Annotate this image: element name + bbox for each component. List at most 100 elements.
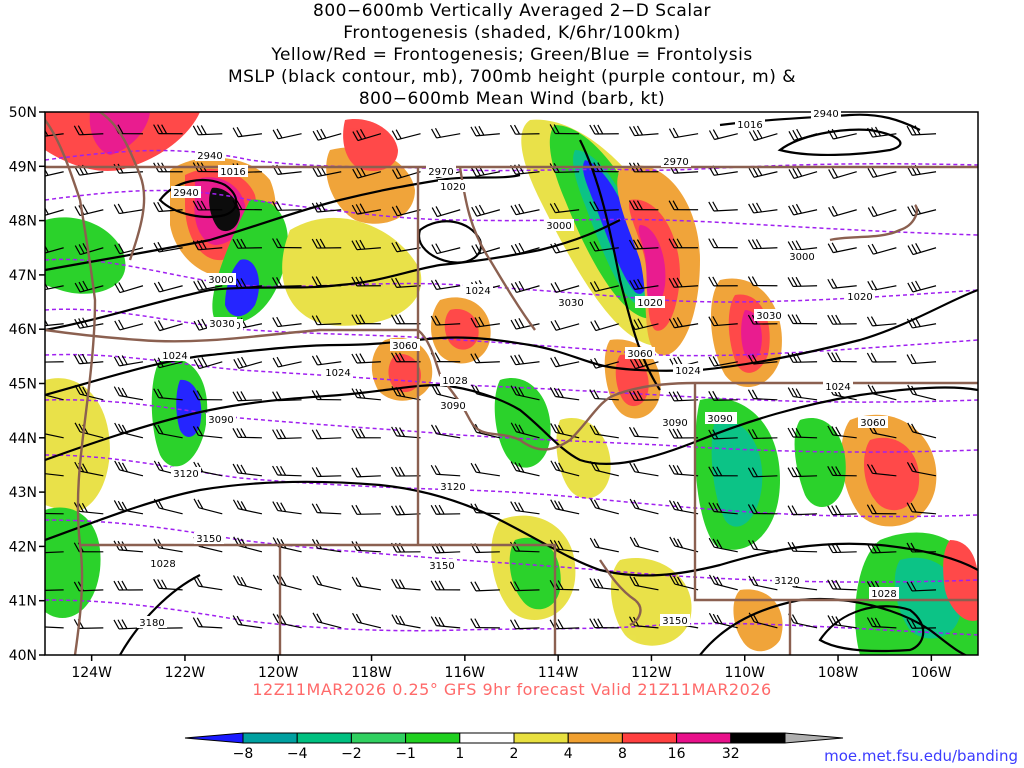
wind-barb bbox=[430, 464, 461, 477]
wind-barb bbox=[589, 124, 619, 135]
wind-barb bbox=[311, 355, 342, 366]
credit-link[interactable]: moe.met.fsu.edu/banding bbox=[824, 747, 1018, 765]
wind-barb bbox=[827, 352, 857, 363]
wind-barb bbox=[193, 279, 223, 291]
colorbar-segment bbox=[730, 732, 786, 744]
wind-barb bbox=[232, 126, 262, 138]
wind-barb bbox=[352, 128, 382, 142]
wind-barb bbox=[867, 167, 897, 178]
wind-barb bbox=[193, 357, 223, 370]
svg-text:3120: 3120 bbox=[173, 469, 198, 480]
svg-text:1024: 1024 bbox=[675, 366, 700, 377]
colorbar-segment bbox=[296, 732, 352, 744]
wind-barb bbox=[628, 426, 659, 439]
wind-barb bbox=[787, 427, 818, 439]
wind-barb bbox=[391, 578, 421, 591]
wind-barb bbox=[668, 127, 699, 139]
title-line-1: 800−600mb Vertically Averaged 2−D Scalar bbox=[313, 1, 711, 21]
wind-barb bbox=[828, 205, 857, 217]
lat-tick-label: 43N bbox=[9, 485, 37, 501]
shade-teal-wy bbox=[711, 419, 763, 527]
wind-barb bbox=[867, 206, 897, 218]
lon-tick-label: 124W bbox=[71, 665, 112, 681]
wind-barb bbox=[668, 317, 699, 329]
wind-barb bbox=[827, 425, 857, 439]
wind-barb bbox=[45, 473, 64, 477]
wind-barb bbox=[590, 320, 619, 332]
wind-barb bbox=[708, 238, 738, 249]
wind-barb bbox=[510, 422, 540, 439]
wind-barb bbox=[45, 244, 64, 254]
wind-barb bbox=[193, 576, 223, 591]
wind-barb bbox=[391, 352, 421, 363]
mslp-contour-label: 1024 bbox=[823, 380, 853, 393]
wind-barb bbox=[866, 504, 897, 515]
wind-barb bbox=[787, 505, 818, 516]
wind-barb bbox=[113, 355, 144, 367]
shade-red-or bbox=[388, 354, 421, 393]
wind-barb bbox=[788, 166, 818, 179]
svg-text:3060: 3060 bbox=[627, 349, 652, 360]
wind-barb bbox=[787, 352, 818, 363]
wind-barb bbox=[154, 320, 183, 332]
svg-text:3000: 3000 bbox=[789, 252, 814, 263]
height-contour-label: 2970 bbox=[661, 155, 691, 168]
wind-barb bbox=[787, 387, 818, 401]
wind-barb bbox=[866, 543, 897, 554]
height-contour-label: 3120 bbox=[772, 574, 802, 587]
wind-barb bbox=[351, 576, 381, 591]
wind-barb bbox=[708, 574, 738, 591]
svg-text:3030: 3030 bbox=[209, 319, 234, 330]
wind-barb bbox=[906, 462, 937, 477]
colorbar-label: 1 bbox=[455, 746, 464, 762]
colorbar-segment bbox=[621, 732, 678, 744]
mslp-contour-label: 1020 bbox=[635, 296, 665, 309]
wind-barb bbox=[430, 279, 461, 291]
colorbar-label: 32 bbox=[722, 746, 740, 762]
colorbar-segment bbox=[567, 732, 623, 744]
wind-barb bbox=[788, 128, 818, 141]
wind-barb bbox=[351, 276, 381, 287]
wind-barb bbox=[351, 428, 381, 439]
wind-barb bbox=[906, 618, 937, 629]
lon-tick-label: 120W bbox=[258, 665, 299, 681]
wind-barb bbox=[827, 615, 857, 629]
wind-barb bbox=[590, 498, 619, 515]
wind-barb bbox=[272, 501, 302, 515]
wind-barb bbox=[392, 168, 421, 180]
shade-green-id bbox=[494, 378, 551, 468]
wind-barb bbox=[272, 277, 302, 288]
wind-barb bbox=[708, 429, 738, 440]
mslp-contour-label: 1020 bbox=[845, 290, 875, 303]
wind-barb bbox=[45, 361, 64, 363]
wind-barb bbox=[629, 462, 659, 477]
wind-barb bbox=[192, 617, 223, 629]
wind-barb bbox=[629, 576, 659, 591]
colorbar-label: 2 bbox=[510, 746, 519, 762]
svg-text:3000: 3000 bbox=[208, 275, 233, 286]
wind-barb bbox=[708, 466, 738, 477]
wind-barb bbox=[708, 537, 738, 553]
wind-barb bbox=[906, 353, 937, 365]
height-contour-label: 3090 bbox=[660, 416, 690, 429]
wind-barb bbox=[114, 422, 144, 439]
height-contour-label: 2940 bbox=[171, 186, 201, 199]
lat-tick-label: 46N bbox=[9, 322, 37, 338]
shade-green-nv bbox=[509, 537, 561, 610]
wind-barb bbox=[867, 384, 897, 401]
contour-labels: 1016101610201020102010201024102410241024… bbox=[137, 107, 899, 629]
shade-magenta-mt-east bbox=[638, 225, 666, 307]
wind-barb bbox=[509, 581, 540, 592]
wind-barb bbox=[550, 242, 580, 254]
colorbar-label: −2 bbox=[341, 746, 362, 762]
svg-text:2970: 2970 bbox=[428, 167, 453, 178]
lat-tick-label: 45N bbox=[9, 377, 37, 393]
colorbar-segment bbox=[242, 732, 298, 744]
mslp-contour-label: 1024 bbox=[323, 366, 353, 379]
svg-text:3120: 3120 bbox=[774, 576, 799, 587]
mslp-contour-label: 1024 bbox=[463, 284, 493, 297]
height-contour-label: 3090 bbox=[206, 413, 236, 426]
wind-barb bbox=[629, 318, 659, 331]
svg-text:1016: 1016 bbox=[220, 167, 245, 178]
wind-barb bbox=[351, 388, 381, 401]
